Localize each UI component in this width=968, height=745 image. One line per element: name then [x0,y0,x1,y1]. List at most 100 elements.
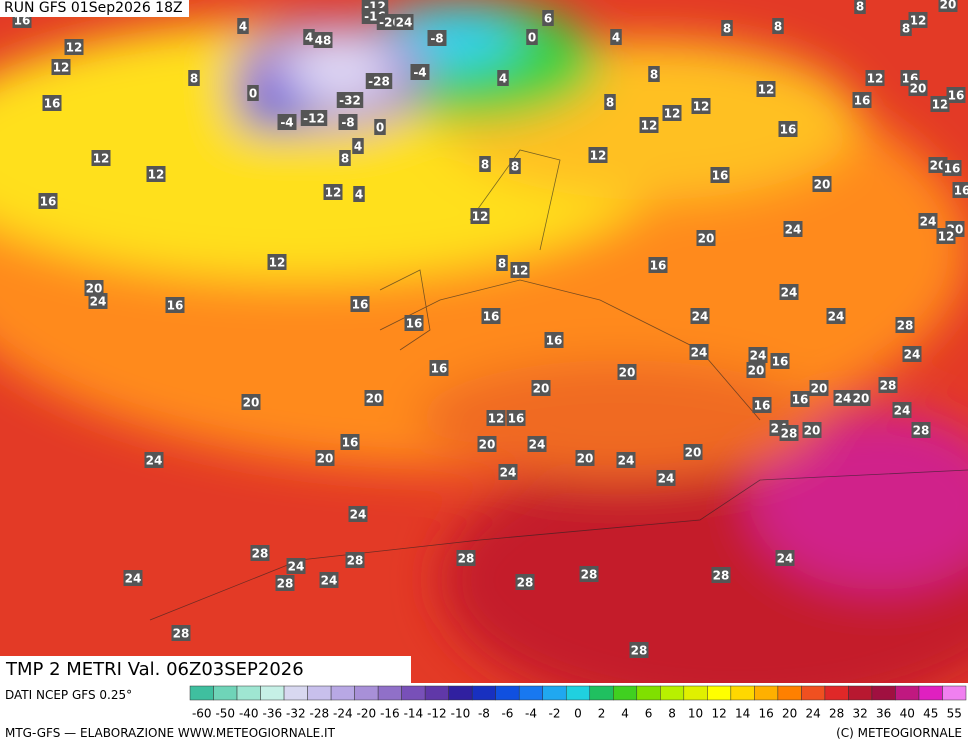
temp-label: 16 [342,436,359,450]
label-box [404,315,424,331]
temp-label: -4 [280,116,293,130]
temp-label: 24 [321,574,338,588]
temp-label: 16 [780,123,797,137]
label-box [429,360,449,376]
colorbar-cell [307,685,332,701]
colorbar-label: 8 [668,707,676,721]
label-box [865,70,885,86]
label-box [930,96,950,112]
temp-label: 20 [86,282,103,296]
colorbar-label: 16 [758,707,773,721]
label-box [51,59,71,75]
label-box [746,362,766,378]
colorbar-cell [213,685,238,701]
temp-label: 24 [785,223,802,237]
label-box [313,32,333,48]
label-box [575,450,595,466]
label-box [345,552,365,568]
colorbar-cell [848,685,873,701]
label-box [779,425,799,441]
label-box [900,20,912,36]
label-box [542,10,554,26]
temp-label: 28 [913,424,930,438]
label-box [188,70,200,86]
temp-label: 8 [511,160,519,174]
temp-label: 24 [350,508,367,522]
temp-label: 28 [713,569,730,583]
temp-label: 12 [693,100,710,114]
colorbar-label: -10 [451,707,471,721]
label-box [146,166,166,182]
label-box [629,642,649,658]
colorbar-label: -6 [501,707,513,721]
temp-label: 8 [190,72,198,86]
label-box [770,353,790,369]
temp-label: 24 [529,438,546,452]
colorbar-cell [283,685,308,701]
temp-label: 16 [754,399,771,413]
temp-label: 28 [581,568,598,582]
label-box [315,450,335,466]
colorbar: -60 -50 -40 -36 -32 -28 -24 -20 -16 -14 -12 -10 -8 -6… [189,685,967,721]
temp-label: 24 [777,552,794,566]
label-box [696,230,716,246]
temp-label: 16 [352,298,369,312]
label-box [477,436,497,452]
label-box [470,208,490,224]
temp-label: 24 [691,346,708,360]
colorbar-cell [895,685,920,701]
colorbar-label: -40 [239,707,259,721]
temp-label: 6 [544,12,552,26]
label-box [775,550,795,566]
label-box [790,391,810,407]
label-box [481,308,501,324]
label-box [639,117,659,133]
temp-label: 28 [880,379,897,393]
colorbar-label: -2 [549,707,561,721]
temp-label: 24 [781,286,798,300]
temp-label: 0 [249,87,257,101]
temp-label: 20 [698,232,715,246]
label-box [91,150,111,166]
colorbar-cell [518,685,543,701]
temp-label: 12 [910,14,927,28]
label-box [689,344,709,360]
label-box [690,308,710,324]
colorbar-label: 14 [735,707,750,721]
temp-label: 4 [355,188,363,202]
colorbar-label: 55 [947,707,962,721]
label-box [711,567,731,583]
label-box [892,402,912,418]
colorbar-cell [189,685,214,701]
temp-label: -12 [303,112,325,126]
temp-label: 20 [814,178,831,192]
label-box [648,257,668,273]
colorbar-cell [471,685,496,701]
label-box [610,29,622,45]
temp-label: 8 [498,257,506,271]
temp-label: 8 [341,152,349,166]
label-box [752,397,772,413]
temp-label: 12 [472,210,489,224]
label-box [908,12,928,28]
label-box [527,436,547,452]
temp-label: 20 [748,364,765,378]
temp-label: 20 [804,424,821,438]
colorbar-label: -24 [333,707,353,721]
temp-label: 12 [53,61,70,75]
colorbar-cell [565,685,591,701]
label-box [496,255,508,271]
temp-label: 12 [269,256,286,270]
temp-label: 4 [239,20,247,34]
label-box [852,92,872,108]
label-box [250,545,270,561]
colorbar-cell [542,685,567,701]
temp-label: 16 [954,184,968,198]
label-box [486,410,506,426]
colorbar-label: 28 [829,707,844,721]
temp-label: 12 [488,412,505,426]
colorbar-cell [660,685,685,701]
label-box [783,221,803,237]
temp-label: 12 [148,168,165,182]
temp-label: 8 [902,22,910,36]
